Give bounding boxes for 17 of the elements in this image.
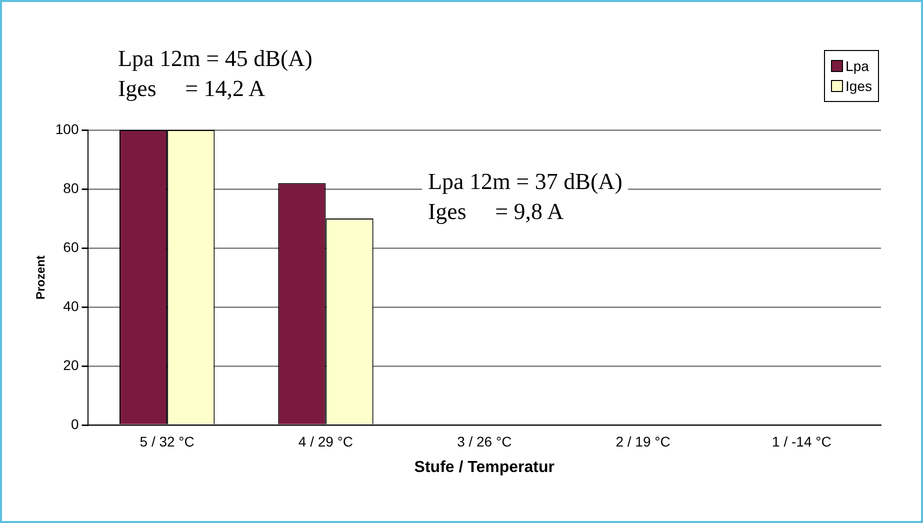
legend-label: Iges [846,78,872,94]
annotation: Lpa 12m = 37 dB(A) Iges = 9,8 A [422,167,628,227]
y-tick-label: 100 [55,120,79,137]
text: Lpa 12m = 45 dB(A) Iges = 14,2 A [112,44,318,104]
y-tick-label: 40 [63,298,79,314]
legend-label: Lpa [846,58,869,74]
x-tick-label: 1 / -14 °C [772,433,832,450]
x-tick-label: 3 / 26 °C [457,433,512,450]
x-axis-title: Stufe / Temperatur [414,458,554,476]
x-tick-label: 5 / 32 °C [140,433,194,450]
y-tick-label: 20 [63,356,79,373]
y-tick-label: 60 [63,238,79,255]
x-tick-label: 4 / 29 °C [298,433,354,450]
x-tick-label: 2 / 19 °C [616,433,670,450]
y-tick-label: 0 [70,416,79,432]
y-tick-label: 80 [63,180,79,196]
y-axis-title: Prozent [34,255,48,300]
